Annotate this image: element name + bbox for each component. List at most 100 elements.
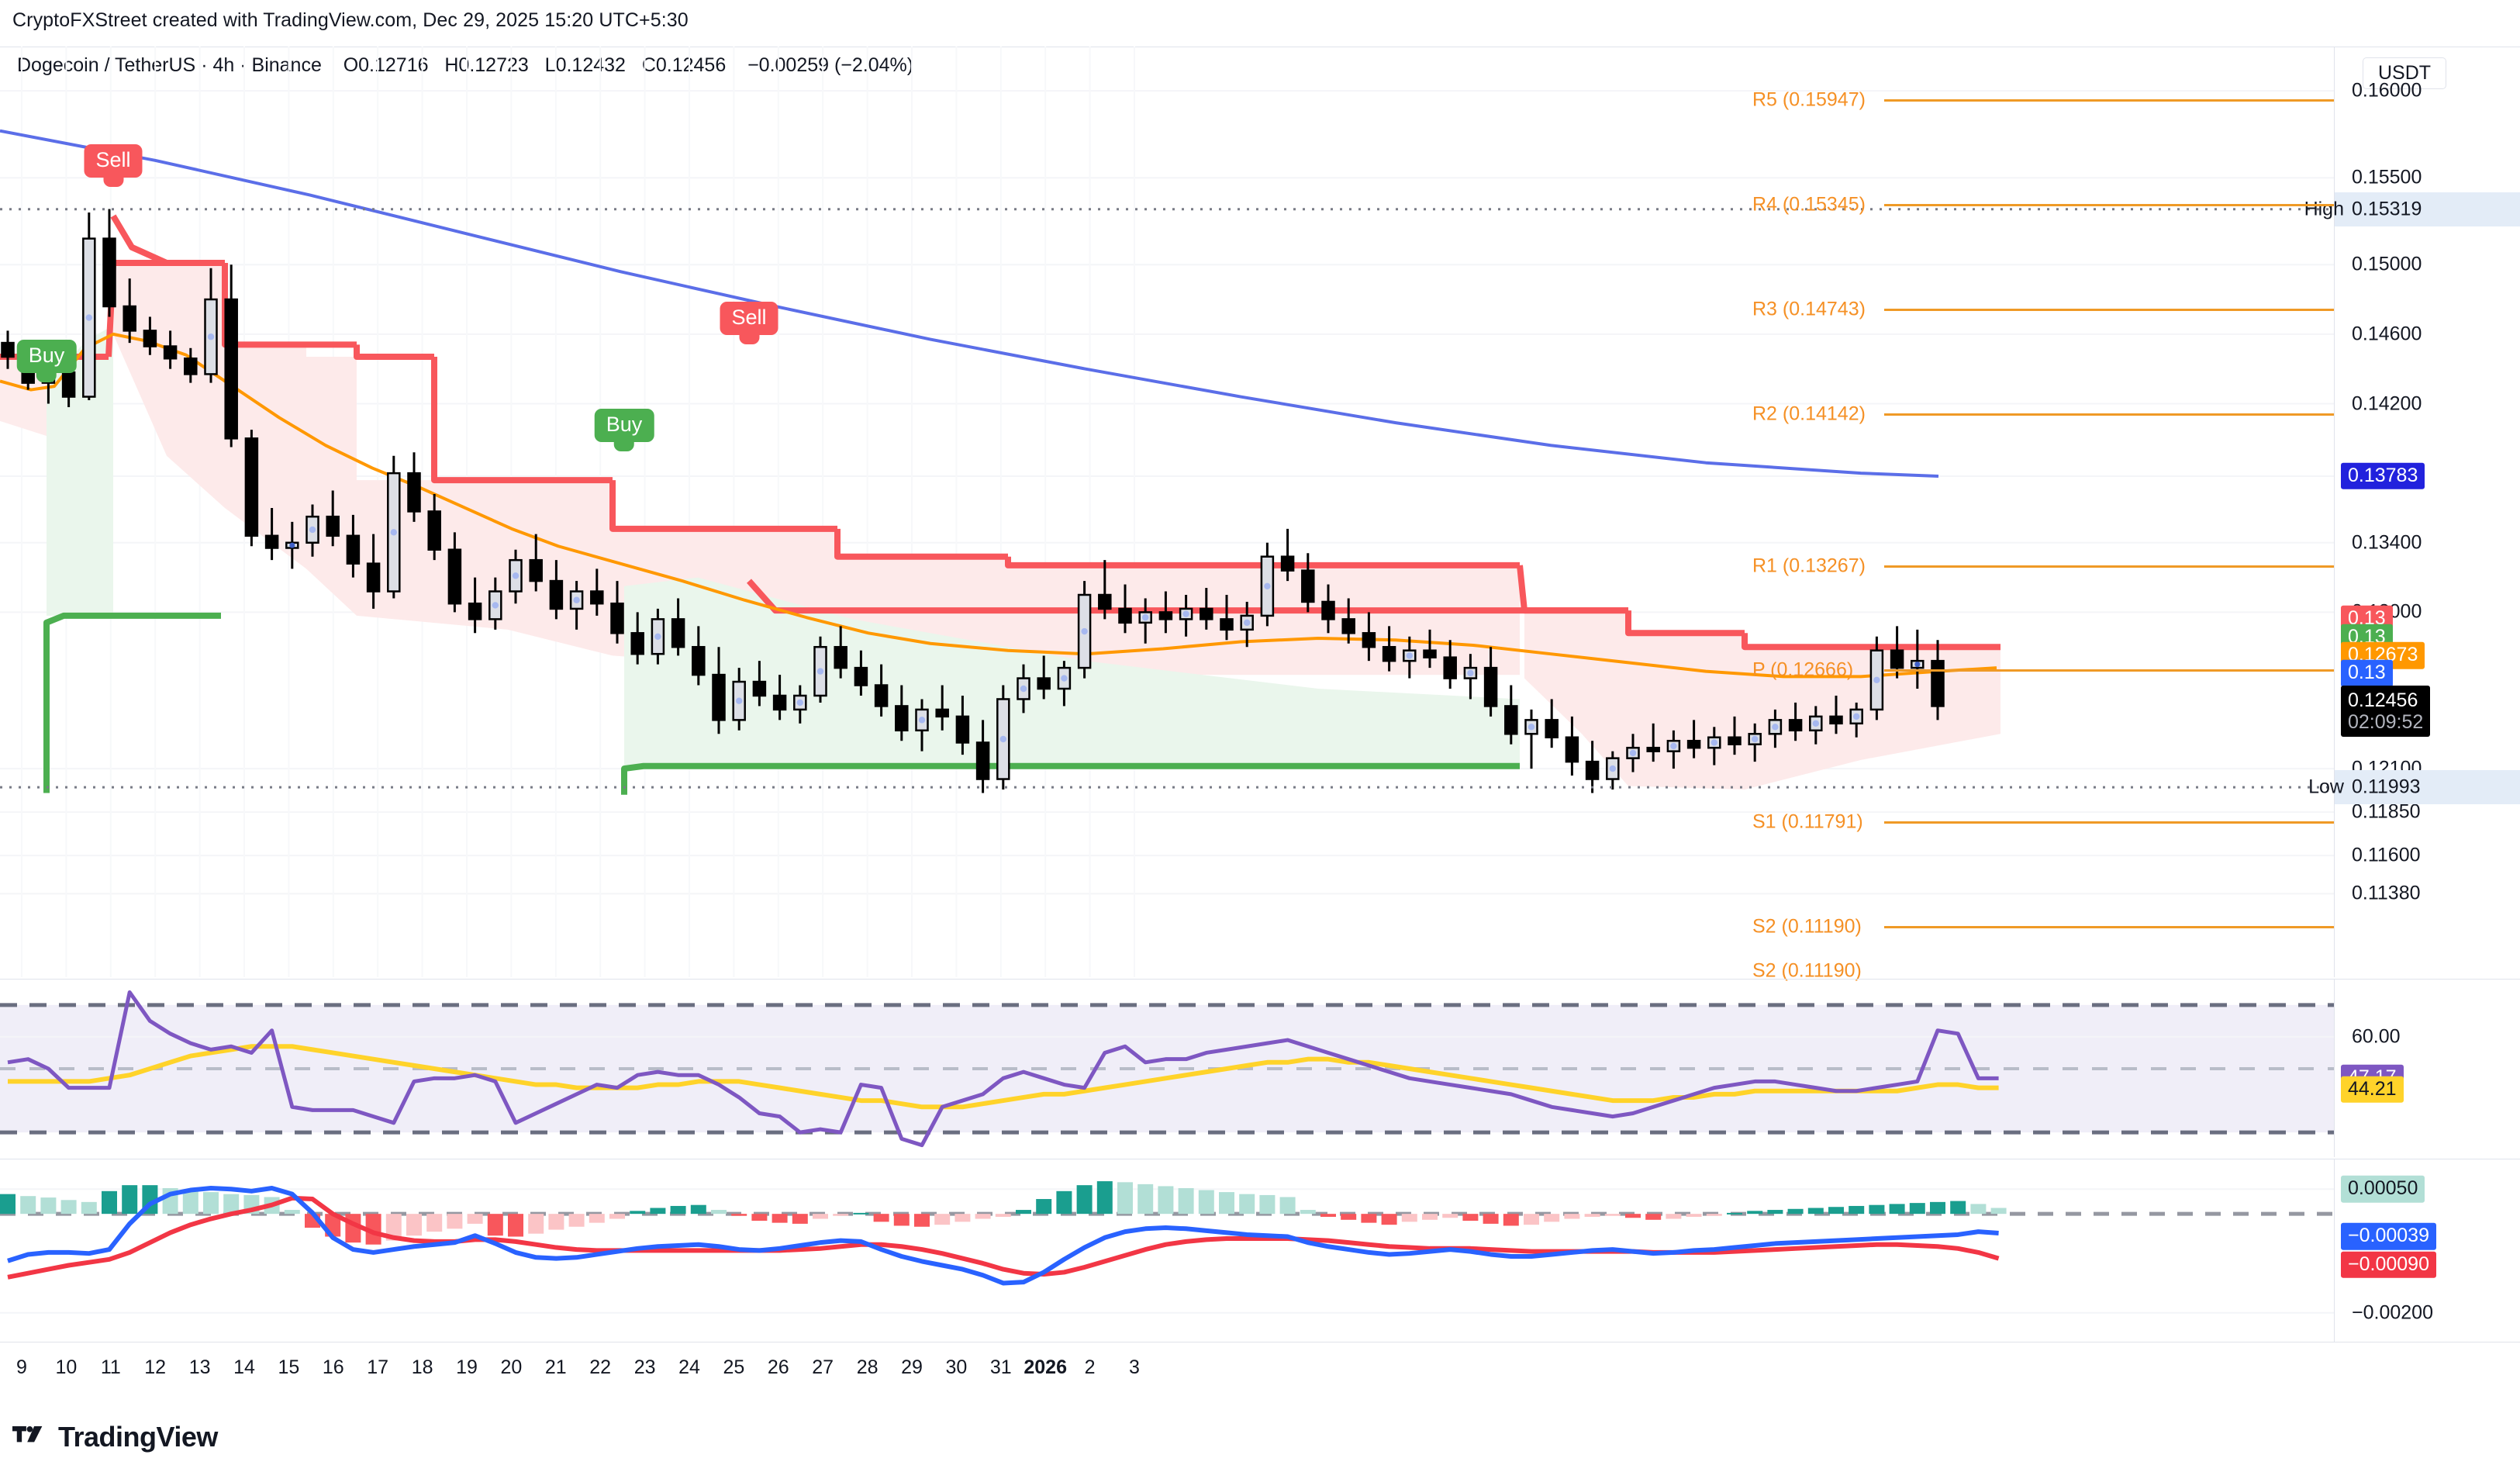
high-marker-side: High (2304, 198, 2344, 220)
chart-legend: Dogecoin / TetherUS · 4h · Binance O0.12… (17, 54, 913, 77)
time-axis[interactable]: 9 10 11 12 13 14 15 16 17 18 19 20 21 22 23 24 25 26 27 28 2… (0, 1342, 2520, 1396)
time-tick-12: 12 (144, 1356, 167, 1378)
low-marker-side: Low (2308, 776, 2344, 798)
currency-badge[interactable]: USDT (2363, 57, 2447, 89)
time-tick-11: 11 (100, 1356, 121, 1378)
signal-label: Buy (28, 344, 65, 367)
high-marker: High 0.15319 (2304, 192, 2520, 226)
pivot-line-r4 (1884, 203, 2334, 206)
time-tick-10: 10 (55, 1356, 78, 1378)
macd-series-svg (0, 1181, 2334, 1314)
pivot-line-r1 (1884, 565, 2334, 568)
badge-blue-ma2[interactable]: 0.13 (2341, 660, 2393, 687)
attribution-text: CryptoFXStreet created with TradingView.… (12, 9, 689, 31)
current-price-badge[interactable]: 0.12456 02:09:52 (2341, 686, 2431, 738)
tradingview-mark-icon (12, 1425, 43, 1443)
bar-countdown: 02:09:52 (2348, 711, 2424, 734)
price-axis[interactable]: USDT 0.16000 0.15500 0.15000 0.14600 0.14200… (2304, 47, 2520, 977)
pivot-label-r1: R1 (0.13267) (1752, 555, 1866, 577)
legend-low: L0.12432 (544, 54, 626, 76)
high-marker-value: 0.15319 (2352, 198, 2422, 220)
price-tick-0-11600: 0.11600 (2352, 844, 2421, 866)
pivot-line-r2 (1884, 413, 2334, 416)
time-tick-27: 27 (812, 1356, 834, 1378)
rsi-panel[interactable]: 60.0047.1744.21 (0, 979, 2520, 1157)
price-series-svg (0, 47, 2334, 977)
signal-label: Sell (95, 148, 131, 171)
time-tick-24: 24 (678, 1356, 700, 1378)
time-tick-30: 30 (945, 1356, 968, 1378)
time-tick-15: 15 (278, 1356, 300, 1378)
signal-badge-buy-1[interactable]: Buy (16, 340, 77, 382)
macd-tick-neg: −0.00200 (2352, 1301, 2433, 1324)
time-tick-9: 9 (16, 1356, 27, 1378)
tradingview-wordmark: TradingView (58, 1421, 218, 1453)
macd-panel[interactable]: 0.00050 −0.00039 −0.00090 −0.00200 (0, 1159, 2520, 1342)
signal-tail (614, 439, 634, 451)
time-tick-28: 28 (856, 1356, 879, 1378)
time-tick-16: 16 (322, 1356, 344, 1378)
macd-line-badge[interactable]: −0.00039 (2341, 1222, 2436, 1250)
time-tick-31: 31 (989, 1356, 1012, 1378)
rsi-axis[interactable]: 60.0047.1744.21 (2334, 980, 2520, 1157)
time-tick-26: 26 (767, 1356, 789, 1378)
price-tick-0-14200: 0.14200 (2352, 392, 2422, 414)
pivot-line-r3 (1884, 308, 2334, 311)
legend-sep1: · (201, 54, 213, 76)
signal-tail (103, 174, 123, 187)
macd-axis[interactable]: 0.00050 −0.00039 −0.00090 −0.00200 (2334, 1159, 2520, 1342)
time-tick-2: 2 (1084, 1356, 1096, 1378)
legend-exchange: Binance (251, 54, 322, 76)
legend-close: C0.12456 (641, 54, 727, 76)
rsi-ma-badge[interactable]: 44.21 (2341, 1076, 2404, 1104)
rsi-plot-area[interactable] (0, 980, 2334, 1157)
tradingview-logo: TradingView (12, 1421, 218, 1453)
macd-plot-area[interactable] (0, 1159, 2334, 1342)
signal-badge-sell-2[interactable]: Sell (84, 144, 143, 187)
price-tick-0-14600: 0.14600 (2352, 323, 2422, 345)
time-tick-3: 3 (1129, 1356, 1140, 1378)
signal-tail (739, 332, 759, 344)
pivot-label-s1: S1 (0.11791) (1752, 810, 1863, 833)
badge-blue-ma[interactable]: 0.13783 (2341, 462, 2425, 490)
time-tick-13: 13 (188, 1356, 211, 1378)
pivot-label-p: P (0.12666) (1752, 658, 1854, 681)
legend-change: −0.00259 (−2.04%) (747, 54, 914, 76)
time-tick-25: 25 (723, 1356, 745, 1378)
time-tick-20: 20 (500, 1356, 523, 1378)
time-tick-21: 21 (544, 1356, 567, 1378)
price-tick-0-15500: 0.15500 (2352, 166, 2422, 188)
rsi-series-svg (0, 990, 2334, 1148)
pivot-line-r5 (1884, 99, 2334, 102)
signal-tail (36, 370, 57, 382)
pivot-line-p (1884, 669, 2334, 672)
time-tick-22: 22 (589, 1356, 612, 1378)
time-tick-19: 19 (456, 1356, 478, 1378)
legend-sep2: · (240, 54, 252, 76)
signal-badge-sell-4[interactable]: Sell (720, 302, 778, 344)
low-marker-value: 0.11993 (2352, 776, 2421, 798)
pivot-label-r2: R2 (0.14142) (1752, 403, 1866, 424)
price-panel[interactable]: USDT 0.16000 0.15500 0.15000 0.14600 0.14200… (0, 47, 2520, 982)
macd-signal-badge[interactable]: −0.00090 (2341, 1251, 2436, 1278)
price-tick-0-15000: 0.15000 (2352, 253, 2422, 275)
legend-open: O0.12716 (343, 54, 429, 76)
price-plot-area[interactable] (0, 47, 2334, 977)
time-tick-17: 17 (367, 1356, 389, 1378)
rsi-tick-60: 60.00 (2352, 1025, 2401, 1048)
pivot-label-s2: S2 (0.11190) (1752, 959, 1862, 982)
legend-symbol[interactable]: Dogecoin / TetherUS (17, 54, 196, 76)
price-tick-0-11380: 0.11380 (2352, 882, 2421, 904)
signal-badge-buy-3[interactable]: Buy (594, 409, 654, 451)
price-tick-0-13400: 0.13400 (2352, 531, 2422, 554)
pivot-label-r4: R4 (0.15345) (1752, 193, 1866, 216)
time-tick-18: 18 (411, 1356, 433, 1378)
pivot-label-r5: R5 (0.15947) (1752, 88, 1866, 111)
pivot-line-s1 (1884, 821, 2334, 824)
legend-interval[interactable]: 4h (212, 54, 235, 76)
chart-frame (0, 47, 2520, 1342)
time-tick-2026: 2026 (1024, 1356, 1067, 1378)
legend-high: H0.12723 (444, 54, 529, 76)
macd-hist-badge[interactable]: 0.00050 (2341, 1176, 2425, 1203)
price-tick-0-11850: 0.11850 (2352, 800, 2421, 823)
